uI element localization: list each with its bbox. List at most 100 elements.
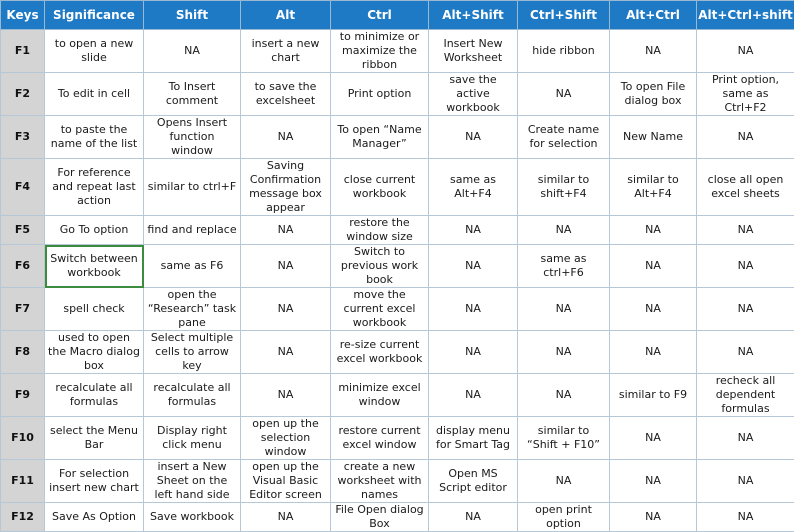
table-cell[interactable]: find and replace — [144, 216, 241, 245]
table-cell[interactable]: NA — [241, 288, 331, 331]
key-cell[interactable]: F7 — [1, 288, 45, 331]
table-cell[interactable]: NA — [610, 245, 697, 288]
key-cell[interactable]: F9 — [1, 374, 45, 417]
table-cell[interactable]: similar to Alt+F4 — [610, 159, 697, 216]
table-cell[interactable]: save the active workbook — [429, 73, 518, 116]
table-cell[interactable]: For reference and repeat last action — [45, 159, 144, 216]
table-cell[interactable]: similar to “Shift + F10” — [518, 417, 610, 460]
table-cell[interactable]: NA — [241, 245, 331, 288]
table-cell[interactable]: Go To option — [45, 216, 144, 245]
table-cell[interactable]: close all open excel sheets — [697, 159, 794, 216]
table-cell[interactable]: minimize excel window — [331, 374, 429, 417]
table-cell[interactable]: Print option — [331, 73, 429, 116]
key-cell[interactable]: F12 — [1, 503, 45, 532]
table-cell[interactable]: to minimize or maximize the ribbon — [331, 30, 429, 73]
table-cell[interactable]: open print option — [518, 503, 610, 532]
table-cell[interactable]: NA — [429, 288, 518, 331]
table-cell[interactable]: Display right click menu — [144, 417, 241, 460]
table-cell[interactable]: NA — [610, 331, 697, 374]
table-cell[interactable]: To open “Name Manager” — [331, 116, 429, 159]
selected-cell[interactable]: Switch between workbook — [45, 245, 144, 288]
table-cell[interactable]: close current workbook — [331, 159, 429, 216]
table-cell[interactable]: re-size current excel workbook — [331, 331, 429, 374]
table-cell[interactable]: Save As Option — [45, 503, 144, 532]
table-cell[interactable]: Saving Confirmation message box appear — [241, 159, 331, 216]
table-cell[interactable]: insert a new chart — [241, 30, 331, 73]
table-cell[interactable]: NA — [518, 374, 610, 417]
table-cell[interactable]: recheck all dependent formulas — [697, 374, 794, 417]
key-cell[interactable]: F8 — [1, 331, 45, 374]
table-cell[interactable]: NA — [429, 116, 518, 159]
table-cell[interactable]: New Name — [610, 116, 697, 159]
key-cell[interactable]: F6 — [1, 245, 45, 288]
table-cell[interactable]: Select multiple cells to arrow key — [144, 331, 241, 374]
table-cell[interactable]: NA — [241, 374, 331, 417]
table-cell[interactable]: To Insert comment — [144, 73, 241, 116]
table-cell[interactable]: NA — [241, 503, 331, 532]
table-cell[interactable]: Save workbook — [144, 503, 241, 532]
table-cell[interactable]: Opens Insert function window — [144, 116, 241, 159]
table-cell[interactable]: NA — [610, 30, 697, 73]
table-cell[interactable]: NA — [429, 374, 518, 417]
table-cell[interactable]: to paste the name of the list — [45, 116, 144, 159]
key-cell[interactable]: F5 — [1, 216, 45, 245]
table-cell[interactable]: select the Menu Bar — [45, 417, 144, 460]
table-cell[interactable]: insert a New Sheet on the left hand side — [144, 460, 241, 503]
table-cell[interactable]: display menu for Smart Tag — [429, 417, 518, 460]
key-cell[interactable]: F3 — [1, 116, 45, 159]
table-cell[interactable]: For selection insert new chart — [45, 460, 144, 503]
table-cell[interactable]: NA — [429, 503, 518, 532]
table-cell[interactable]: File Open dialog Box — [331, 503, 429, 532]
table-cell[interactable]: NA — [518, 460, 610, 503]
table-cell[interactable]: NA — [518, 288, 610, 331]
table-cell[interactable]: NA — [429, 331, 518, 374]
table-cell[interactable]: spell check — [45, 288, 144, 331]
table-cell[interactable]: NA — [697, 460, 794, 503]
key-cell[interactable]: F4 — [1, 159, 45, 216]
table-cell[interactable]: hide ribbon — [518, 30, 610, 73]
table-cell[interactable]: To edit in cell — [45, 73, 144, 116]
table-cell[interactable]: NA — [429, 216, 518, 245]
table-cell[interactable]: Switch to previous work book — [331, 245, 429, 288]
table-cell[interactable]: used to open the Macro dialog box — [45, 331, 144, 374]
table-cell[interactable]: NA — [241, 116, 331, 159]
table-cell[interactable]: NA — [610, 288, 697, 331]
table-cell[interactable]: NA — [697, 245, 794, 288]
key-cell[interactable]: F1 — [1, 30, 45, 73]
table-cell[interactable]: create a new worksheet with names — [331, 460, 429, 503]
key-cell[interactable]: F10 — [1, 417, 45, 460]
table-cell[interactable]: restore current excel window — [331, 417, 429, 460]
table-cell[interactable]: NA — [610, 417, 697, 460]
table-cell[interactable]: open the “Research” task pane — [144, 288, 241, 331]
table-cell[interactable]: same as Alt+F4 — [429, 159, 518, 216]
table-cell[interactable]: recalculate all formulas — [144, 374, 241, 417]
table-cell[interactable]: NA — [697, 503, 794, 532]
table-cell[interactable]: NA — [697, 30, 794, 73]
table-cell[interactable]: NA — [429, 245, 518, 288]
table-cell[interactable]: move the current excel workbook — [331, 288, 429, 331]
table-cell[interactable]: to save the excelsheet — [241, 73, 331, 116]
table-cell[interactable]: open up the Visual Basic Editor screen — [241, 460, 331, 503]
table-cell[interactable]: NA — [518, 331, 610, 374]
table-cell[interactable]: Open MS Script editor — [429, 460, 518, 503]
table-cell[interactable]: restore the window size — [331, 216, 429, 245]
table-cell[interactable]: NA — [697, 216, 794, 245]
table-cell[interactable]: NA — [241, 216, 331, 245]
key-cell[interactable]: F2 — [1, 73, 45, 116]
table-cell[interactable]: similar to F9 — [610, 374, 697, 417]
table-cell[interactable]: NA — [610, 460, 697, 503]
table-cell[interactable]: NA — [697, 288, 794, 331]
table-cell[interactable]: similar to shift+F4 — [518, 159, 610, 216]
table-cell[interactable]: NA — [697, 417, 794, 460]
table-cell[interactable]: NA — [518, 73, 610, 116]
table-cell[interactable]: Print option, same as Ctrl+F2 — [697, 73, 794, 116]
table-cell[interactable]: Insert New Worksheet — [429, 30, 518, 73]
table-cell[interactable]: NA — [697, 331, 794, 374]
table-cell[interactable]: To open File dialog box — [610, 73, 697, 116]
table-cell[interactable]: similar to ctrl+F — [144, 159, 241, 216]
table-cell[interactable]: NA — [144, 30, 241, 73]
table-cell[interactable]: Create name for selection — [518, 116, 610, 159]
table-cell[interactable]: same as ctrl+F6 — [518, 245, 610, 288]
table-cell[interactable]: NA — [518, 216, 610, 245]
table-cell[interactable]: NA — [610, 503, 697, 532]
